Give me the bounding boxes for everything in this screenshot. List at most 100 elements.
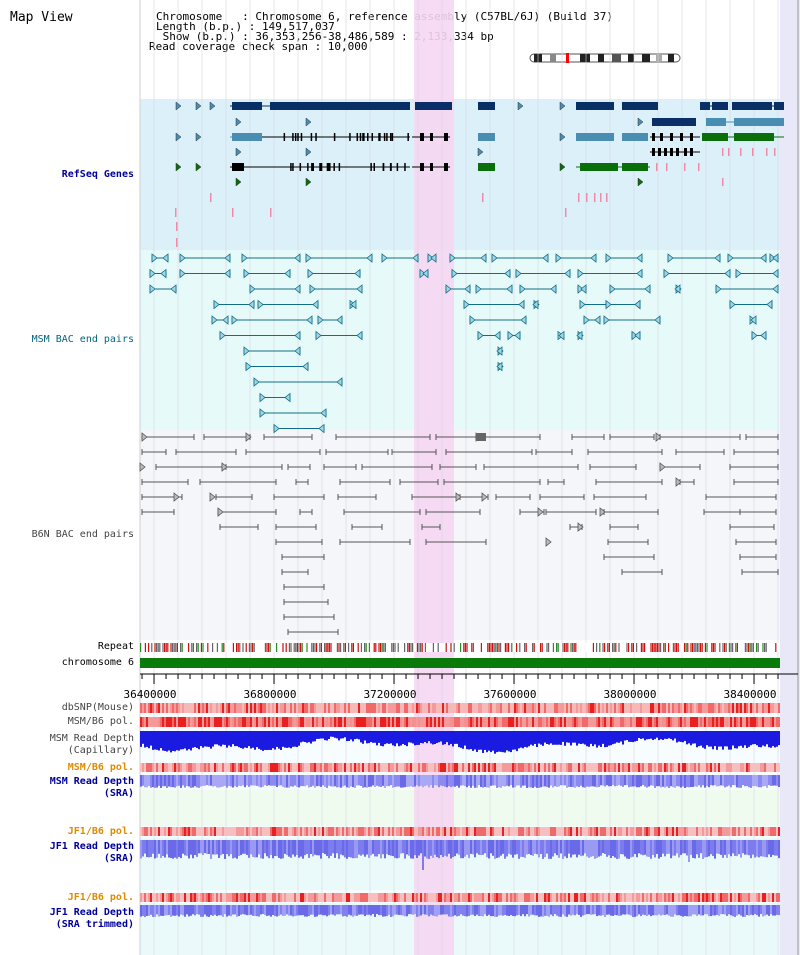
jf1-depth-sra-bar bbox=[644, 840, 646, 855]
msm-b6-pol-cell bbox=[636, 717, 638, 727]
repeat-element bbox=[416, 643, 418, 652]
repeat-element bbox=[320, 643, 322, 652]
jf1-depth-trimmed-bar bbox=[166, 905, 168, 916]
jf1-depth-sra-bar bbox=[678, 840, 680, 858]
dbsnp-cell bbox=[222, 703, 224, 713]
msm-depth-capillary-bar bbox=[578, 731, 580, 744]
track-label-repeat: Repeat bbox=[97, 641, 134, 652]
msm-depth-sra-bar bbox=[778, 775, 780, 788]
b6n-bac-track[interactable] bbox=[139, 432, 779, 635]
jf1-pol-cell bbox=[716, 827, 718, 836]
jf1-depth-trimmed-bar bbox=[776, 905, 778, 915]
jf1-pol-2-cell bbox=[302, 893, 304, 902]
jf1-pol-2-cell bbox=[508, 893, 510, 902]
msm-b6-pol-2-cell bbox=[318, 763, 320, 772]
msm-b6-pol-2-cell bbox=[326, 763, 328, 772]
dbsnp-cell bbox=[704, 703, 706, 713]
msm-bac-track[interactable] bbox=[149, 253, 779, 434]
msm-depth-sra-bar bbox=[152, 775, 154, 788]
jf1-depth-trimmed-bar bbox=[198, 905, 200, 915]
msm-depth-sra-bar bbox=[640, 775, 642, 787]
msm-b6-pol-cell bbox=[492, 717, 494, 727]
msm-b6-pol-2-cell bbox=[490, 763, 492, 772]
msm-b6-pol-2-cell bbox=[414, 763, 416, 772]
repeat-element bbox=[381, 643, 383, 652]
msm-depth-sra-bar bbox=[622, 775, 624, 787]
msm-b6-pol-2-cell bbox=[720, 763, 722, 772]
jf1-pol-2-cell bbox=[480, 893, 482, 902]
msm-b6-pol-2-cell bbox=[260, 763, 262, 772]
dbsnp-cell bbox=[724, 703, 726, 713]
msm-b6-pol-cell bbox=[458, 717, 460, 727]
msm-b6-pol-cell bbox=[402, 717, 404, 727]
msm-depth-capillary-bar bbox=[576, 731, 578, 746]
msm-depth-capillary-bar bbox=[720, 731, 722, 747]
msm-b6-pol-2-cell bbox=[496, 763, 498, 772]
msm-b6-pol-cell bbox=[764, 717, 766, 727]
refseq-track[interactable] bbox=[175, 101, 784, 247]
jf1-pol-2-cell bbox=[736, 893, 738, 902]
jf1-depth-trimmed-bar bbox=[328, 905, 330, 916]
msm-b6-pol-cell bbox=[350, 717, 352, 727]
jf1-pol-cell bbox=[580, 827, 582, 836]
msm-depth-sra-bar bbox=[740, 775, 742, 788]
jf1-depth-sra-bar bbox=[386, 840, 388, 855]
msm-bac-end-right bbox=[366, 253, 373, 263]
jf1-pol-2-cell bbox=[626, 893, 628, 902]
msm-b6-pol-cell bbox=[696, 717, 698, 727]
msm-depth-sra-bar bbox=[770, 775, 772, 786]
msm-depth-capillary-bar bbox=[338, 731, 340, 741]
msm-depth-capillary-bar bbox=[504, 731, 506, 753]
repeat-element bbox=[690, 643, 692, 652]
jf1-depth-sra-bar bbox=[418, 840, 420, 856]
jf1-depth-trimmed-bar bbox=[160, 905, 162, 916]
msm-depth-sra-bar bbox=[526, 775, 528, 788]
refseq-gene-steel-exon bbox=[684, 148, 687, 156]
repeat-element bbox=[202, 643, 204, 652]
msm-b6-pol-cell bbox=[294, 717, 296, 727]
msm-depth-capillary-bar bbox=[388, 731, 390, 744]
jf1-depth-sra-bar bbox=[406, 840, 408, 855]
jf1-pol-cell bbox=[320, 827, 322, 836]
msm-b6-pol-2-cell bbox=[394, 763, 396, 772]
msm-b6-pol-cell bbox=[550, 717, 552, 727]
msm-b6-pol-cell bbox=[694, 717, 696, 727]
msm-depth-capillary-bar bbox=[144, 731, 146, 748]
jf1-pol-2-cell bbox=[526, 893, 528, 902]
jf1-depth-trimmed-bar bbox=[350, 905, 352, 916]
msm-b6-pol-2-cell bbox=[692, 763, 694, 772]
jf1-pol-cell bbox=[506, 827, 508, 836]
msm-b6-pol-cell bbox=[330, 717, 332, 727]
jf1-depth-sra-bar bbox=[728, 840, 730, 855]
jf1-pol-cell bbox=[392, 827, 394, 836]
jf1-depth-trimmed-bar bbox=[622, 905, 624, 915]
jf1-pol-cell bbox=[662, 827, 664, 836]
jf1-pol-cell bbox=[154, 827, 156, 836]
repeat-element bbox=[288, 643, 290, 652]
msm-depth-sra-bar bbox=[648, 775, 650, 787]
jf1-pol-cell bbox=[770, 827, 772, 836]
jf1-depth-trimmed-bar bbox=[526, 905, 528, 915]
msm-depth-capillary-bar bbox=[512, 731, 514, 750]
refseq-gene-steel-exon bbox=[734, 118, 784, 126]
jf1-depth-sra-bar bbox=[590, 840, 592, 857]
dbsnp-cell bbox=[262, 703, 264, 713]
dbsnp-cell bbox=[194, 703, 196, 713]
dbsnp-cell bbox=[776, 703, 778, 713]
repeat-element bbox=[397, 643, 399, 652]
jf1-depth-sra-bar bbox=[292, 840, 294, 855]
msm-depth-capillary-bar bbox=[536, 731, 538, 747]
jf1-pol-2-cell bbox=[358, 893, 360, 902]
jf1-pol-cell bbox=[362, 827, 364, 836]
msm-b6-pol-2-cell bbox=[400, 763, 402, 772]
msm-bac-end-right bbox=[714, 253, 721, 263]
msm-b6-pol-cell bbox=[178, 717, 180, 727]
msm-b6-pol-2-cell bbox=[188, 763, 190, 772]
msm-b6-pol-cell bbox=[282, 717, 284, 727]
msm-b6-pol-cell bbox=[708, 717, 710, 727]
msm-depth-sra-bar bbox=[198, 775, 200, 788]
msm-depth-capillary-bar bbox=[652, 731, 654, 740]
msm-b6-pol-cell bbox=[448, 717, 450, 727]
